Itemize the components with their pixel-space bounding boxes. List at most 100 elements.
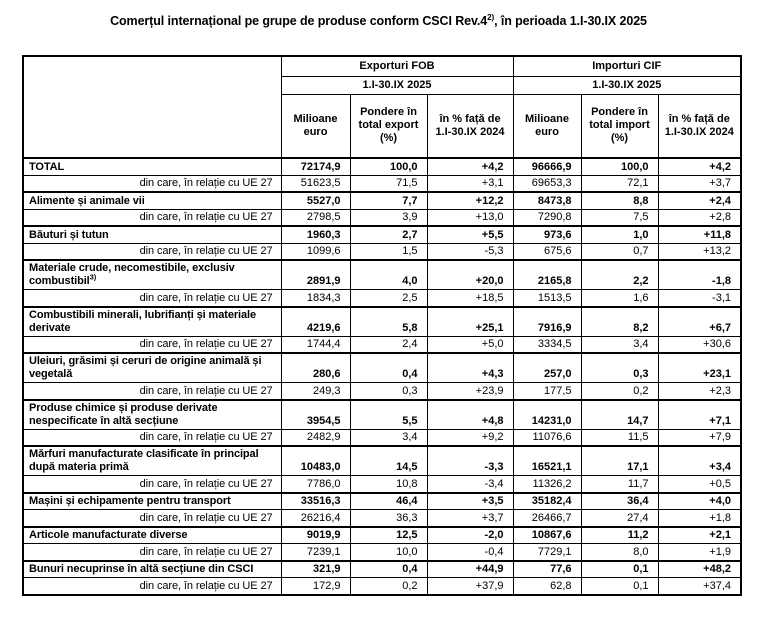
export-change-cell: +18,5 [426,289,514,307]
import-change-cell: +2,1 [657,525,742,544]
export-share-cell: 14,5 [349,445,428,476]
row-label: din care, în relație cu UE 27 [22,428,282,447]
import-change-cell: +2,8 [657,208,742,227]
row-label: TOTAL [22,157,282,176]
export-share-cell: 5,8 [349,305,428,337]
row-label-text: Băuturi și tutun [29,228,109,241]
row-label: Alimente și animale vii [22,191,282,210]
import-share-cell: 11,2 [580,525,659,544]
row-label-text: Combustibili minerali, lubrifianți și ma… [29,308,256,334]
export-share-cell: 5,5 [349,398,428,430]
row-footnote-marker: 3) [89,272,97,282]
imports-period-header: 1.I-30.IX 2025 [512,75,742,95]
export-change-cell: -3,3 [426,445,514,476]
export-mil-euro-cell: 7786,0 [280,475,351,493]
import-change-cell: +7,1 [657,398,742,430]
row-label-text: din care, în relație cu UE 27 [139,291,273,304]
table-row-group: Mașini și echipamente pentru transport 33… [22,491,742,510]
import-change-cell: +1,9 [657,543,742,561]
table-header: Exporturi FOB Importuri CIF 1.I-30.IX 20… [22,55,742,159]
import-mil-euro-header: Milioane euro [512,93,582,159]
import-change-cell: +2,4 [657,191,742,210]
import-change-cell: +2,3 [657,382,742,400]
export-change-cell: +3,1 [426,174,514,193]
row-label-text: TOTAL [29,160,65,173]
export-share-cell: 0,4 [349,352,428,383]
import-mil-euro-cell: 7290,8 [512,208,582,227]
export-mil-euro-cell: 1960,3 [280,225,351,244]
imports-group-header: Importuri CIF [512,55,742,77]
import-share-cell: 0,3 [580,352,659,383]
import-share-cell: 0,1 [580,577,659,595]
import-change-cell: +13,2 [657,242,742,261]
import-mil-euro-cell: 16521,1 [512,445,582,476]
row-label-text: Uleiuri, grăsimi și ceruri de origine an… [29,355,262,380]
import-change-cell: +23,1 [657,352,742,383]
row-label-text: din care, în relație cu UE 27 [139,511,273,524]
row-label-text: din care, în relație cu UE 27 [139,545,273,558]
import-mil-euro-cell: 7916,9 [512,305,582,337]
export-mil-euro-cell: 1834,3 [280,289,351,307]
export-change-cell: +25,1 [426,305,514,337]
export-change-cell: +3,7 [426,509,514,527]
row-label: din care, în relație cu UE 27 [22,577,282,595]
table-row-group: Alimente și animale vii 5527,0 7,7 +12,2 847… [22,191,742,210]
export-mil-euro-cell: 321,9 [280,559,351,578]
export-share-cell: 2,4 [349,335,428,354]
row-label-text: Alimente și animale vii [29,194,145,207]
import-mil-euro-cell: 973,6 [512,225,582,244]
export-share-cell: 10,8 [349,475,428,493]
import-change-cell: -3,1 [657,289,742,307]
row-label-text: din care, în relație cu UE 27 [139,477,273,490]
export-mil-euro-cell: 249,3 [280,382,351,400]
import-change-cell: +4,2 [657,157,742,176]
import-mil-euro-cell: 96666,9 [512,157,582,176]
export-share-cell: 36,3 [349,509,428,527]
import-change-cell: +37,4 [657,577,742,595]
export-change-cell: -0,4 [426,543,514,561]
import-share-cell: 100,0 [580,157,659,176]
import-change-cell: +3,4 [657,445,742,476]
import-mil-euro-cell: 2165,8 [512,259,582,290]
export-change-cell: +3,5 [426,491,514,510]
import-mil-euro-cell: 69653,3 [512,174,582,193]
import-mil-euro-cell: 77,6 [512,559,582,578]
export-mil-euro-cell: 7239,1 [280,543,351,561]
import-mil-euro-cell: 14231,0 [512,398,582,430]
row-label: Mărfuri manufacturate clasificate în pri… [22,445,282,476]
row-label: din care, în relație cu UE 27 [22,174,282,193]
import-mil-euro-cell: 3334,5 [512,335,582,354]
table-row-ue27: din care, în relație cu UE 27 172,9 0,2 +37… [22,577,742,595]
row-label: Materiale crude, necomestibile, exclusiv… [22,259,282,290]
exports-period-header: 1.I-30.IX 2025 [280,75,514,95]
import-share-cell: 17,1 [580,445,659,476]
corner-cell [22,55,282,159]
import-share-cell: 72,1 [580,174,659,193]
table-row-group: Materiale crude, necomestibile, exclusiv… [22,259,742,290]
export-mil-euro-header: Milioane euro [280,93,351,159]
row-label: Combustibili minerali, lubrifianți și ma… [22,305,282,337]
row-label: din care, în relație cu UE 27 [22,335,282,354]
import-mil-euro-cell: 11076,6 [512,428,582,447]
page-title-prefix: Comerțul internațional pe grupe de produ… [110,14,488,28]
export-share-cell: 46,4 [349,491,428,510]
export-mil-euro-cell: 26216,4 [280,509,351,527]
row-label: din care, în relație cu UE 27 [22,242,282,261]
table-row-ue27: din care, în relație cu UE 27 1744,4 2,4 +5… [22,335,742,354]
row-label: din care, în relație cu UE 27 [22,289,282,307]
row-label-text: din care, în relație cu UE 27 [139,338,273,350]
import-mil-euro-cell: 1513,5 [512,289,582,307]
export-share-cell: 10,0 [349,543,428,561]
table-body: TOTAL 72174,9 100,0 +4,2 96666,9 100,0 +4,2 din… [22,157,742,595]
row-label: Uleiuri, grăsimi și ceruri de origine an… [22,352,282,383]
import-share-cell: 8,8 [580,191,659,210]
import-change-cell: +11,8 [657,225,742,244]
table-row-group: Produse chimice și produse derivate nesp… [22,398,742,430]
import-change-cell: +3,7 [657,174,742,193]
table-row-ue27: din care, în relație cu UE 27 51623,5 71,5… [22,174,742,193]
export-share-cell: 0,4 [349,559,428,578]
export-change-cell: +4,3 [426,352,514,383]
export-change-cell: -5,3 [426,242,514,261]
row-label: Bunuri necuprinse în altă secțiune din C… [22,559,282,578]
export-mil-euro-cell: 172,9 [280,577,351,595]
